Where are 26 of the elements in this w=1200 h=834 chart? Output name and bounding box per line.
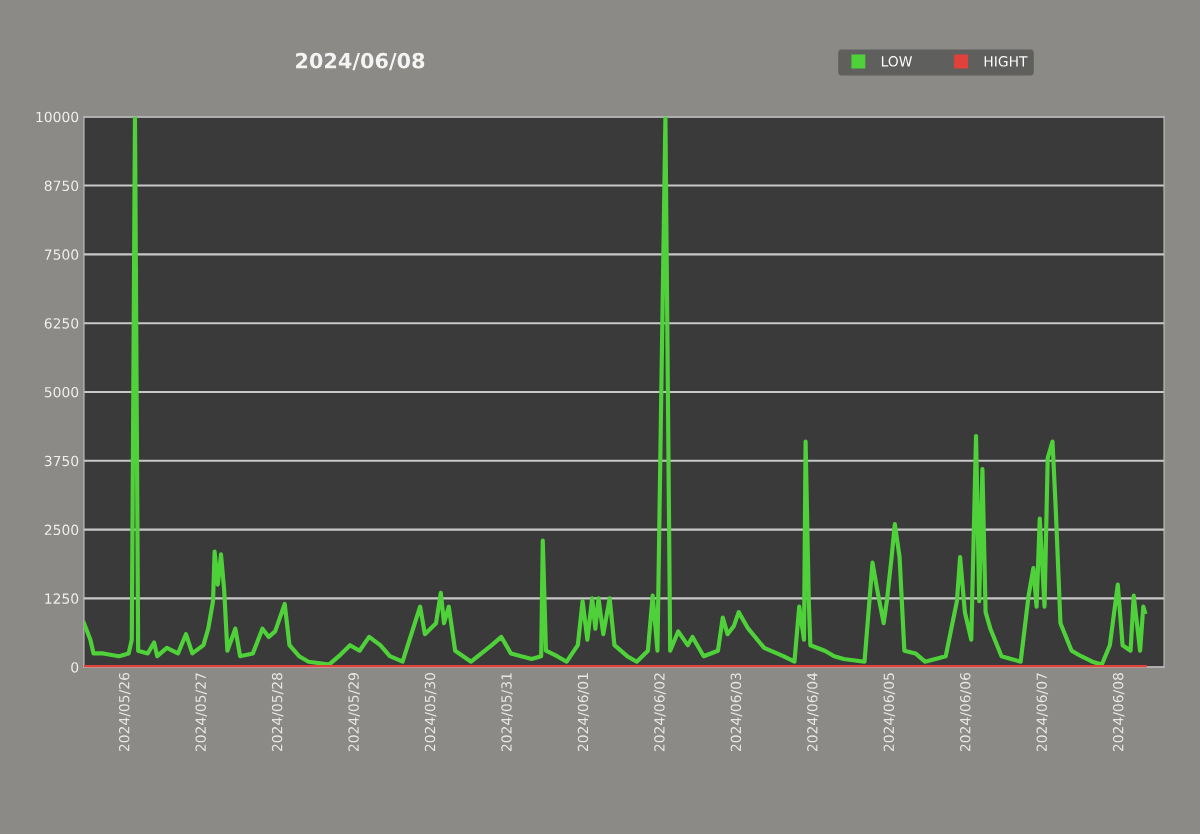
x-tick-label: 2024/06/01 [577, 673, 590, 752]
x-tick-label: 2024/06/08 [1112, 673, 1125, 752]
y-tick-label: 8750 [44, 180, 79, 192]
x-tick-label: 2024/06/07 [1036, 673, 1049, 752]
x-tick-label: 2024/06/04 [807, 672, 819, 752]
x-tick-label: 2024/05/28 [271, 673, 284, 752]
x-tick-label: 2024/06/02 [654, 673, 666, 752]
y-tick-label: 3750 [44, 455, 79, 467]
x-tick-label: 2024/05/27 [195, 673, 207, 752]
chart-title: 2024/06/08 [296, 52, 425, 71]
legend-label: HIGHT [984, 56, 1028, 67]
y-tick-label: 6250 [44, 318, 79, 329]
y-tick-label: 7500 [44, 249, 79, 260]
y-tick-label: 5000 [44, 386, 79, 398]
x-tick-label: 2024/05/30 [424, 672, 437, 752]
x-tick-label: 2024/06/03 [730, 673, 743, 752]
x-tick-label: 2024/06/06 [960, 672, 972, 752]
x-tick-label: 2024/05/31 [501, 673, 513, 752]
y-tick-label: 2500 [44, 524, 79, 536]
y-tick-label: 1250 [45, 593, 79, 604]
x-tick-label: 2024/06/05 [883, 673, 896, 752]
x-tick-label: 2024/05/26 [118, 672, 131, 752]
y-tick-label: 10000 [36, 111, 79, 123]
x-tick-label: 2024/05/29 [348, 673, 360, 752]
y-tick-label: 0 [71, 662, 79, 673]
legend-label: LOW [881, 56, 913, 67]
